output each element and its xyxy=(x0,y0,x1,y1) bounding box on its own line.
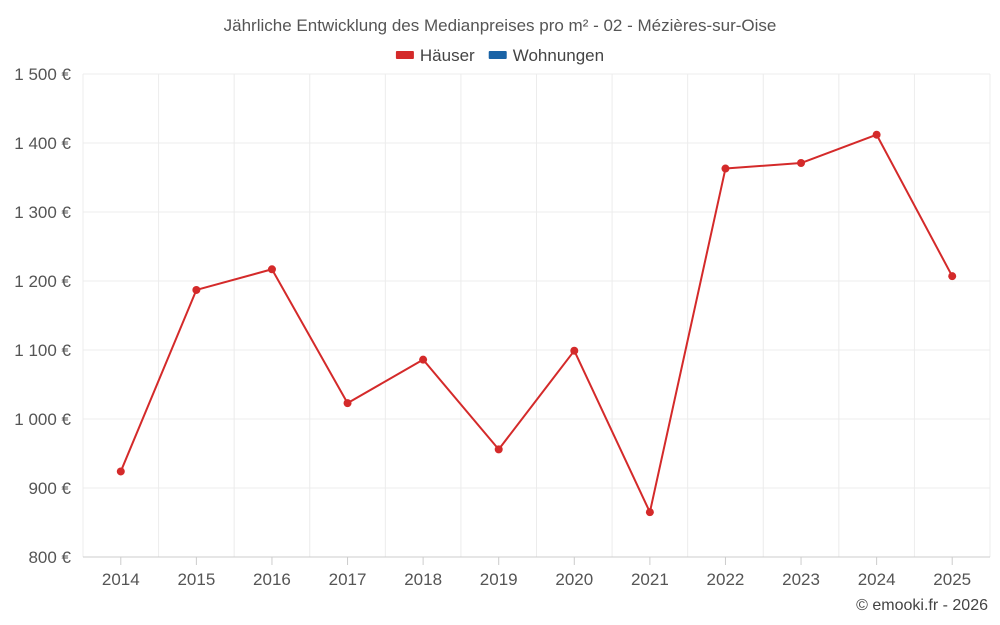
data-point xyxy=(494,445,503,454)
x-tick-label: 2017 xyxy=(329,570,367,589)
legend: Häuser Wohnungen xyxy=(395,46,604,65)
data-point xyxy=(343,399,352,408)
data-point xyxy=(872,130,881,139)
x-tick-label: 2020 xyxy=(555,570,593,589)
legend-swatch xyxy=(395,51,414,59)
x-tick-label: 2018 xyxy=(404,570,442,589)
y-tick-label: 900 € xyxy=(28,479,71,498)
legend-label: Wohnungen xyxy=(513,46,604,65)
data-point xyxy=(192,285,201,294)
x-tick-label: 2023 xyxy=(782,570,820,589)
y-axis: 800 € 900 € 1 000 € 1 100 € 1 200 € 1 300 € 1 … xyxy=(14,65,71,567)
grid xyxy=(82,73,991,557)
series-line xyxy=(119,133,954,514)
data-point xyxy=(419,355,428,364)
legend-swatch xyxy=(488,51,507,59)
x-tick-label: 2014 xyxy=(102,570,140,589)
x-tick-label: 2015 xyxy=(177,570,215,589)
credit-text: © emooki.fr - 2026 xyxy=(856,597,988,614)
data-point xyxy=(645,508,654,517)
y-tick-label: 1 000 € xyxy=(14,410,71,429)
y-tick-label: 1 200 € xyxy=(14,272,71,291)
data-point xyxy=(570,346,579,355)
x-axis: 2014 2015 2016 2017 2018 2019 2020 2021 2022 2023… xyxy=(83,556,990,589)
data-point xyxy=(797,159,806,168)
x-tick-label: 2022 xyxy=(707,570,745,589)
data-point xyxy=(267,265,276,274)
x-tick-label: 2024 xyxy=(858,570,896,589)
data-point xyxy=(721,164,730,173)
y-tick-label: 1 500 € xyxy=(14,65,71,84)
y-tick-label: 800 € xyxy=(28,548,71,567)
legend-label: Häuser xyxy=(420,46,475,65)
x-tick-label: 2025 xyxy=(933,570,971,589)
x-tick-label: 2019 xyxy=(480,570,518,589)
x-tick-label: 2016 xyxy=(253,570,291,589)
chart-title: Jährliche Entwicklung des Medianpreises … xyxy=(224,16,777,35)
y-tick-label: 1 100 € xyxy=(14,341,71,360)
series-layer xyxy=(116,130,957,517)
data-point xyxy=(948,272,957,281)
data-point xyxy=(116,467,125,476)
y-tick-label: 1 400 € xyxy=(14,134,71,153)
x-tick-label: 2021 xyxy=(631,570,669,589)
y-tick-label: 1 300 € xyxy=(14,203,71,222)
